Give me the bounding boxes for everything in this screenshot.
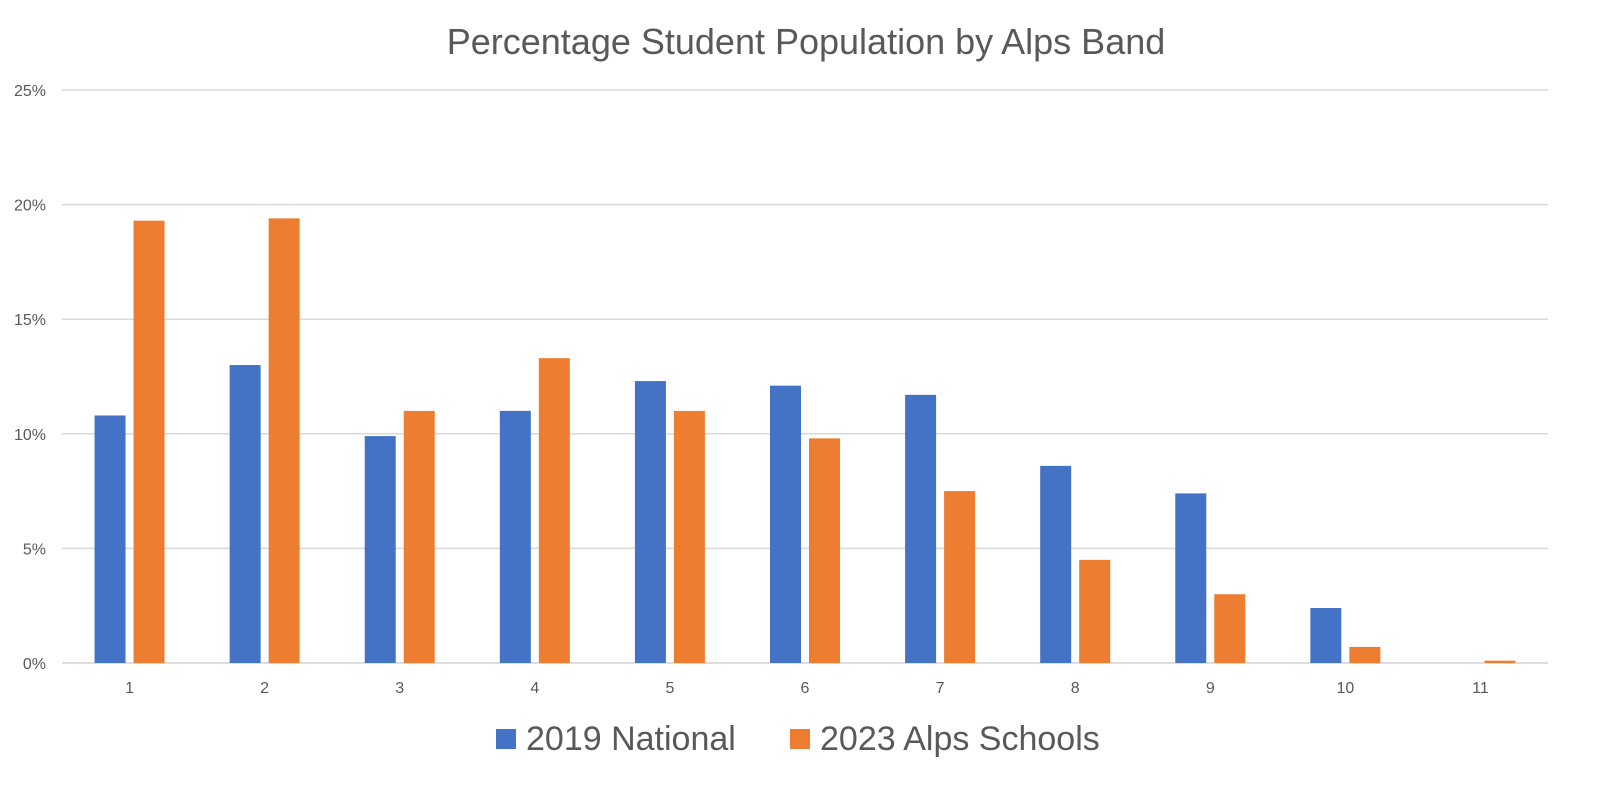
x-tick-label: 7: [936, 680, 945, 697]
legend-swatch: [496, 729, 516, 749]
legend-label: 2023 Alps Schools: [820, 720, 1100, 758]
bar-alps-schools-2023-band-8: [1079, 559, 1111, 663]
bar-national-2019-band-8: [1040, 465, 1072, 663]
bar-national-2019-band-6: [770, 385, 801, 663]
bar-alps-schools-2023-band-9: [1214, 594, 1246, 663]
bar-alps-schools-2023-band-7: [944, 491, 976, 663]
x-tick-label: 6: [801, 680, 810, 697]
legend-label: 2019 National: [526, 720, 736, 758]
bar-national-2019-band-10: [1310, 607, 1342, 663]
bar-alps-schools-2023-band-6: [809, 438, 840, 663]
y-tick-label: 0%: [23, 656, 46, 673]
bar-national-2019-band-5: [634, 381, 666, 663]
legend: 2019 National 2023 Alps Schools: [496, 720, 1100, 758]
bar-alps-schools-2023-band-10: [1349, 646, 1381, 663]
x-tick-label: 2: [260, 680, 269, 697]
bar-national-2019-band-2: [229, 365, 261, 663]
x-tick-label: 3: [395, 680, 404, 697]
legend-swatch: [790, 729, 810, 749]
x-tick-label: 1: [125, 680, 134, 697]
x-tick-label: 11: [1472, 680, 1489, 697]
bar-alps-schools-2023-band-2: [268, 218, 300, 664]
chart-title: Percentage Student Population by Alps Ba…: [447, 21, 1166, 62]
y-tick-label: 20%: [14, 198, 46, 215]
bar-alps-schools-2023-band-5: [673, 410, 705, 663]
bars: [94, 218, 1516, 664]
y-tick-label: 15%: [14, 312, 46, 329]
bar-alps-schools-2023-band-4: [538, 358, 570, 663]
y-tick-label: 25%: [14, 83, 46, 100]
bar-alps-schools-2023-band-1: [133, 220, 165, 664]
bar-national-2019-band-7: [905, 394, 937, 663]
gridlines: [62, 89, 1548, 664]
x-tick-label: 9: [1206, 680, 1215, 697]
x-tick-label: 8: [1071, 680, 1080, 697]
x-tick-label: 5: [665, 680, 674, 697]
bar-alps-schools-2023-band-3: [403, 410, 435, 663]
bar-national-2019-band-3: [364, 436, 396, 663]
x-axis-tick-labels: 1 2 3 4 5 6 7 8 9 10 11: [125, 680, 1489, 697]
y-tick-label: 10%: [14, 427, 46, 444]
bar-national-2019-band-4: [499, 410, 531, 663]
bar-alps-schools-2023-band-11: [1484, 660, 1516, 663]
bar-national-2019-band-1: [94, 415, 126, 663]
y-axis-tick-labels: 0% 5% 10% 15% 20% 25%: [14, 83, 46, 673]
bar-national-2019-band-9: [1175, 493, 1207, 663]
x-tick-label: 10: [1336, 680, 1354, 697]
y-tick-label: 5%: [23, 541, 46, 558]
x-tick-label: 4: [530, 680, 539, 697]
